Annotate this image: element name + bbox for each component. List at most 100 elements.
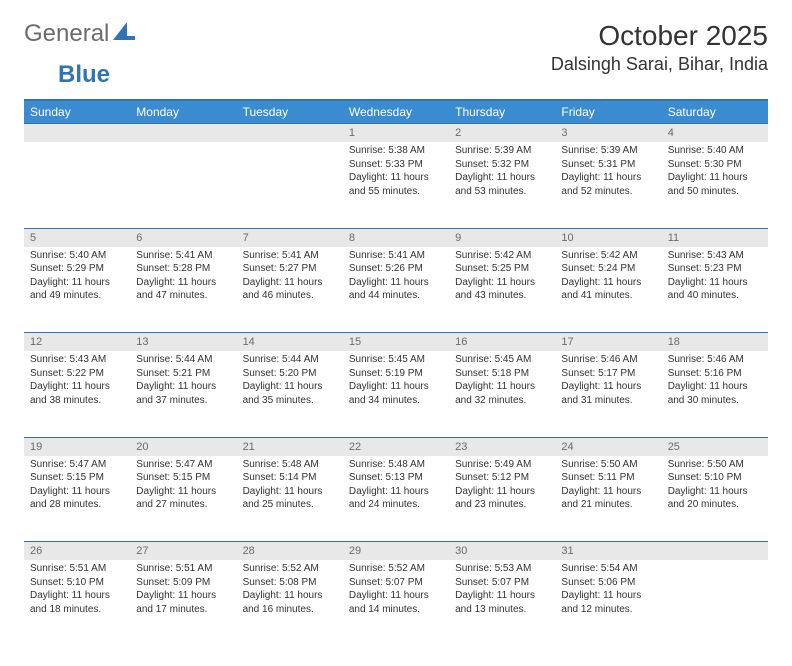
daylight-line: Daylight: 11 hours and 50 minutes. <box>668 171 762 198</box>
day-info-cell: Sunrise: 5:43 AMSunset: 5:23 PMDaylight:… <box>662 247 768 333</box>
daylight-line: Daylight: 11 hours and 41 minutes. <box>561 276 655 303</box>
daylight-line: Daylight: 11 hours and 27 minutes. <box>136 485 230 512</box>
day-info-cell: Sunrise: 5:44 AMSunset: 5:20 PMDaylight:… <box>237 351 343 437</box>
day-info-cell: Sunrise: 5:40 AMSunset: 5:29 PMDaylight:… <box>24 247 130 333</box>
day-number-cell: 11 <box>662 228 768 247</box>
daylight-line: Daylight: 11 hours and 35 minutes. <box>243 380 337 407</box>
sunset-line: Sunset: 5:21 PM <box>136 367 230 381</box>
day-number-cell: 19 <box>24 437 130 456</box>
day-info-cell: Sunrise: 5:48 AMSunset: 5:13 PMDaylight:… <box>343 456 449 542</box>
day-info-cell: Sunrise: 5:46 AMSunset: 5:16 PMDaylight:… <box>662 351 768 437</box>
day-info-cell: Sunrise: 5:53 AMSunset: 5:07 PMDaylight:… <box>449 560 555 646</box>
logo: General <box>24 20 139 48</box>
sunset-line: Sunset: 5:15 PM <box>136 471 230 485</box>
sunset-line: Sunset: 5:08 PM <box>243 576 337 590</box>
day-number-cell <box>662 542 768 561</box>
sunrise-line: Sunrise: 5:43 AM <box>30 353 124 367</box>
sunrise-line: Sunrise: 5:48 AM <box>349 458 443 472</box>
daylight-line: Daylight: 11 hours and 40 minutes. <box>668 276 762 303</box>
day-info-cell <box>24 142 130 228</box>
day-info-cell <box>130 142 236 228</box>
sunrise-line: Sunrise: 5:51 AM <box>30 562 124 576</box>
daylight-line: Daylight: 11 hours and 53 minutes. <box>455 171 549 198</box>
weekday-header: Saturday <box>662 100 768 124</box>
sunset-line: Sunset: 5:10 PM <box>30 576 124 590</box>
month-title: October 2025 <box>551 20 768 52</box>
sunrise-line: Sunrise: 5:43 AM <box>668 249 762 263</box>
day-number-cell <box>24 124 130 143</box>
sunset-line: Sunset: 5:10 PM <box>668 471 762 485</box>
day-number-cell: 22 <box>343 437 449 456</box>
sunset-line: Sunset: 5:31 PM <box>561 158 655 172</box>
sunrise-line: Sunrise: 5:44 AM <box>136 353 230 367</box>
day-info-row: Sunrise: 5:47 AMSunset: 5:15 PMDaylight:… <box>24 456 768 542</box>
sunset-line: Sunset: 5:32 PM <box>455 158 549 172</box>
sunset-line: Sunset: 5:12 PM <box>455 471 549 485</box>
day-info-cell: Sunrise: 5:48 AMSunset: 5:14 PMDaylight:… <box>237 456 343 542</box>
sunrise-line: Sunrise: 5:52 AM <box>349 562 443 576</box>
day-number-row: 19202122232425 <box>24 437 768 456</box>
location-label: Dalsingh Sarai, Bihar, India <box>551 54 768 75</box>
day-number-cell: 23 <box>449 437 555 456</box>
day-info-cell <box>237 142 343 228</box>
day-number-cell: 30 <box>449 542 555 561</box>
sunrise-line: Sunrise: 5:48 AM <box>243 458 337 472</box>
sunset-line: Sunset: 5:27 PM <box>243 262 337 276</box>
sunrise-line: Sunrise: 5:42 AM <box>561 249 655 263</box>
sunset-line: Sunset: 5:24 PM <box>561 262 655 276</box>
daylight-line: Daylight: 11 hours and 23 minutes. <box>455 485 549 512</box>
day-info-cell: Sunrise: 5:41 AMSunset: 5:27 PMDaylight:… <box>237 247 343 333</box>
sunset-line: Sunset: 5:23 PM <box>668 262 762 276</box>
day-number-cell: 10 <box>555 228 661 247</box>
sunrise-line: Sunrise: 5:46 AM <box>561 353 655 367</box>
daylight-line: Daylight: 11 hours and 30 minutes. <box>668 380 762 407</box>
sunrise-line: Sunrise: 5:42 AM <box>455 249 549 263</box>
sunset-line: Sunset: 5:17 PM <box>561 367 655 381</box>
day-number-cell: 6 <box>130 228 236 247</box>
day-number-cell: 12 <box>24 333 130 352</box>
daylight-line: Daylight: 11 hours and 52 minutes. <box>561 171 655 198</box>
logo-sail-icon <box>113 22 135 47</box>
sunrise-line: Sunrise: 5:52 AM <box>243 562 337 576</box>
logo-text-general: General <box>24 20 109 48</box>
daylight-line: Daylight: 11 hours and 49 minutes. <box>30 276 124 303</box>
day-info-cell: Sunrise: 5:40 AMSunset: 5:30 PMDaylight:… <box>662 142 768 228</box>
sunrise-line: Sunrise: 5:46 AM <box>668 353 762 367</box>
sunrise-line: Sunrise: 5:50 AM <box>561 458 655 472</box>
sunset-line: Sunset: 5:06 PM <box>561 576 655 590</box>
day-number-cell: 29 <box>343 542 449 561</box>
sunset-line: Sunset: 5:19 PM <box>349 367 443 381</box>
day-number-cell: 17 <box>555 333 661 352</box>
sunset-line: Sunset: 5:33 PM <box>349 158 443 172</box>
sunset-line: Sunset: 5:13 PM <box>349 471 443 485</box>
daylight-line: Daylight: 11 hours and 46 minutes. <box>243 276 337 303</box>
day-number-cell <box>130 124 236 143</box>
day-number-cell: 25 <box>662 437 768 456</box>
sunrise-line: Sunrise: 5:40 AM <box>30 249 124 263</box>
day-number-cell <box>237 124 343 143</box>
day-number-row: 262728293031 <box>24 542 768 561</box>
daylight-line: Daylight: 11 hours and 37 minutes. <box>136 380 230 407</box>
day-number-cell: 13 <box>130 333 236 352</box>
day-number-cell: 31 <box>555 542 661 561</box>
daylight-line: Daylight: 11 hours and 20 minutes. <box>668 485 762 512</box>
day-number-cell: 7 <box>237 228 343 247</box>
sunrise-line: Sunrise: 5:41 AM <box>136 249 230 263</box>
weekday-header: Thursday <box>449 100 555 124</box>
day-info-row: Sunrise: 5:40 AMSunset: 5:29 PMDaylight:… <box>24 247 768 333</box>
day-info-cell: Sunrise: 5:52 AMSunset: 5:08 PMDaylight:… <box>237 560 343 646</box>
sunset-line: Sunset: 5:18 PM <box>455 367 549 381</box>
day-info-cell: Sunrise: 5:51 AMSunset: 5:10 PMDaylight:… <box>24 560 130 646</box>
sunset-line: Sunset: 5:16 PM <box>668 367 762 381</box>
sunrise-line: Sunrise: 5:45 AM <box>455 353 549 367</box>
day-number-cell: 26 <box>24 542 130 561</box>
day-info-cell: Sunrise: 5:52 AMSunset: 5:07 PMDaylight:… <box>343 560 449 646</box>
day-number-cell: 3 <box>555 124 661 143</box>
sunset-line: Sunset: 5:15 PM <box>30 471 124 485</box>
day-info-cell: Sunrise: 5:38 AMSunset: 5:33 PMDaylight:… <box>343 142 449 228</box>
sunset-line: Sunset: 5:29 PM <box>30 262 124 276</box>
logo-text-blue: Blue <box>58 61 110 88</box>
sunset-line: Sunset: 5:07 PM <box>455 576 549 590</box>
calendar-table: SundayMondayTuesdayWednesdayThursdayFrid… <box>24 99 768 646</box>
day-info-cell: Sunrise: 5:43 AMSunset: 5:22 PMDaylight:… <box>24 351 130 437</box>
